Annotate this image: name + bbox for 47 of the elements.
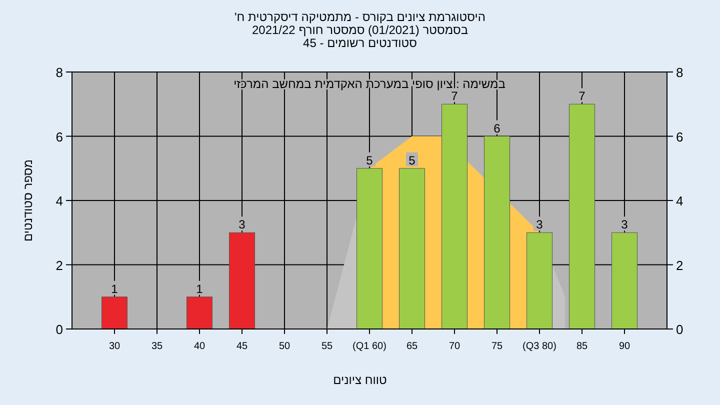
bar bbox=[102, 296, 128, 330]
data-label: 3 bbox=[536, 218, 544, 232]
x-tick-label: 45 bbox=[236, 341, 248, 352]
x-axis-title: טווח ציונים bbox=[333, 373, 388, 387]
y2-tick-label: 4 bbox=[676, 194, 684, 208]
bar bbox=[569, 104, 595, 330]
y-axis-title: מספר סטודנטים bbox=[21, 159, 35, 242]
bar bbox=[612, 232, 638, 330]
bar bbox=[186, 296, 212, 330]
y-tick-label: 4 bbox=[56, 194, 63, 208]
data-label: 1 bbox=[111, 282, 118, 296]
x-tick-label: 50 bbox=[278, 341, 290, 352]
x-tick-label: 90 bbox=[618, 341, 630, 352]
y-tick-label: 6 bbox=[56, 129, 63, 144]
bar bbox=[526, 232, 552, 330]
data-label: 3 bbox=[238, 218, 246, 232]
y2-tick-label: 0 bbox=[676, 322, 684, 337]
bar bbox=[484, 136, 510, 330]
data-label: 7 bbox=[451, 89, 458, 104]
y-tick-label: 2 bbox=[56, 258, 63, 273]
bar bbox=[356, 168, 382, 330]
y-tick-label: 0 bbox=[56, 322, 63, 337]
bar bbox=[442, 104, 468, 330]
x-tick-label: 55 bbox=[321, 341, 333, 352]
x-tick-label: 75 bbox=[491, 341, 503, 352]
x-tick-label: (Q1 60) bbox=[352, 341, 386, 352]
x-tick-label: 70 bbox=[448, 341, 460, 352]
x-tick-label: 85 bbox=[576, 341, 588, 352]
y2-tick-label: 8 bbox=[676, 65, 684, 80]
y2-tick-label: 6 bbox=[676, 129, 684, 144]
x-tick-label: 40 bbox=[194, 341, 206, 352]
data-label: 5 bbox=[366, 153, 374, 168]
y-tick-label: 8 bbox=[56, 65, 63, 80]
x-tick-label: 65 bbox=[406, 341, 418, 352]
data-label: 6 bbox=[494, 121, 501, 136]
x-tick-label: 30 bbox=[108, 341, 120, 352]
y2-tick-label: 2 bbox=[676, 258, 684, 273]
data-label: 1 bbox=[196, 282, 204, 296]
data-label: 3 bbox=[621, 218, 628, 232]
bar bbox=[399, 168, 425, 330]
chart-subtitle: בסמסטר (01/2021) סמסטר חורף 2021/22 סטודנטים רשומים - 45 bbox=[252, 23, 468, 50]
data-label: 5 bbox=[408, 153, 416, 168]
x-tick-label: 35 bbox=[151, 341, 163, 352]
chart-title: היסטוגרמת ציונים בקורס - מתמטיקה דיסקרטית ח' bbox=[234, 10, 486, 24]
data-label: 7 bbox=[578, 89, 586, 104]
bar bbox=[229, 232, 255, 330]
x-tick-label: (Q3 80) bbox=[522, 341, 556, 352]
